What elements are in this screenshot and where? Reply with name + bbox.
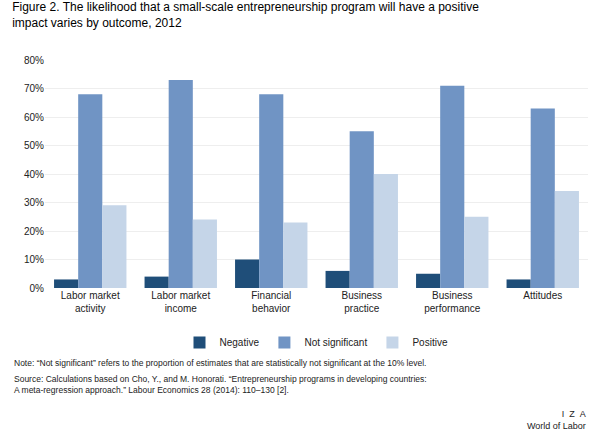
svg-text:I Z AWorld of Labor: I Z AWorld of Labor xyxy=(527,409,586,431)
svg-text:Labor marketactivity: Labor marketactivity xyxy=(61,290,120,314)
svg-text:70%: 70% xyxy=(24,83,44,94)
svg-text:Businesspractice: Businesspractice xyxy=(341,290,382,314)
svg-text:Figure 2. The likelihood that: Figure 2. The likelihood that a small-sc… xyxy=(12,0,479,30)
svg-text:Attitudes: Attitudes xyxy=(523,290,562,301)
svg-text:Labor marketincome: Labor marketincome xyxy=(151,290,210,314)
svg-text:0%: 0% xyxy=(30,283,45,294)
svg-text:Not significant: Not significant xyxy=(304,337,367,348)
svg-text:Businessperformance: Businessperformance xyxy=(424,290,481,314)
svg-text:40%: 40% xyxy=(24,169,44,180)
svg-text:80%: 80% xyxy=(24,55,44,66)
svg-text:Positive: Positive xyxy=(412,337,447,348)
svg-text:Financialbehavior: Financialbehavior xyxy=(251,290,291,314)
svg-text:Note: “Not significant” refers: Note: “Not significant” refers to the pr… xyxy=(14,358,426,368)
svg-text:50%: 50% xyxy=(24,140,44,151)
svg-text:10%: 10% xyxy=(24,254,44,265)
svg-text:60%: 60% xyxy=(24,112,44,123)
svg-text:20%: 20% xyxy=(24,226,44,237)
svg-text:30%: 30% xyxy=(24,197,44,208)
svg-text:Source: Calculations based on: Source: Calculations based on Cho, Y., a… xyxy=(14,374,427,395)
svg-text:Negative: Negative xyxy=(220,337,260,348)
